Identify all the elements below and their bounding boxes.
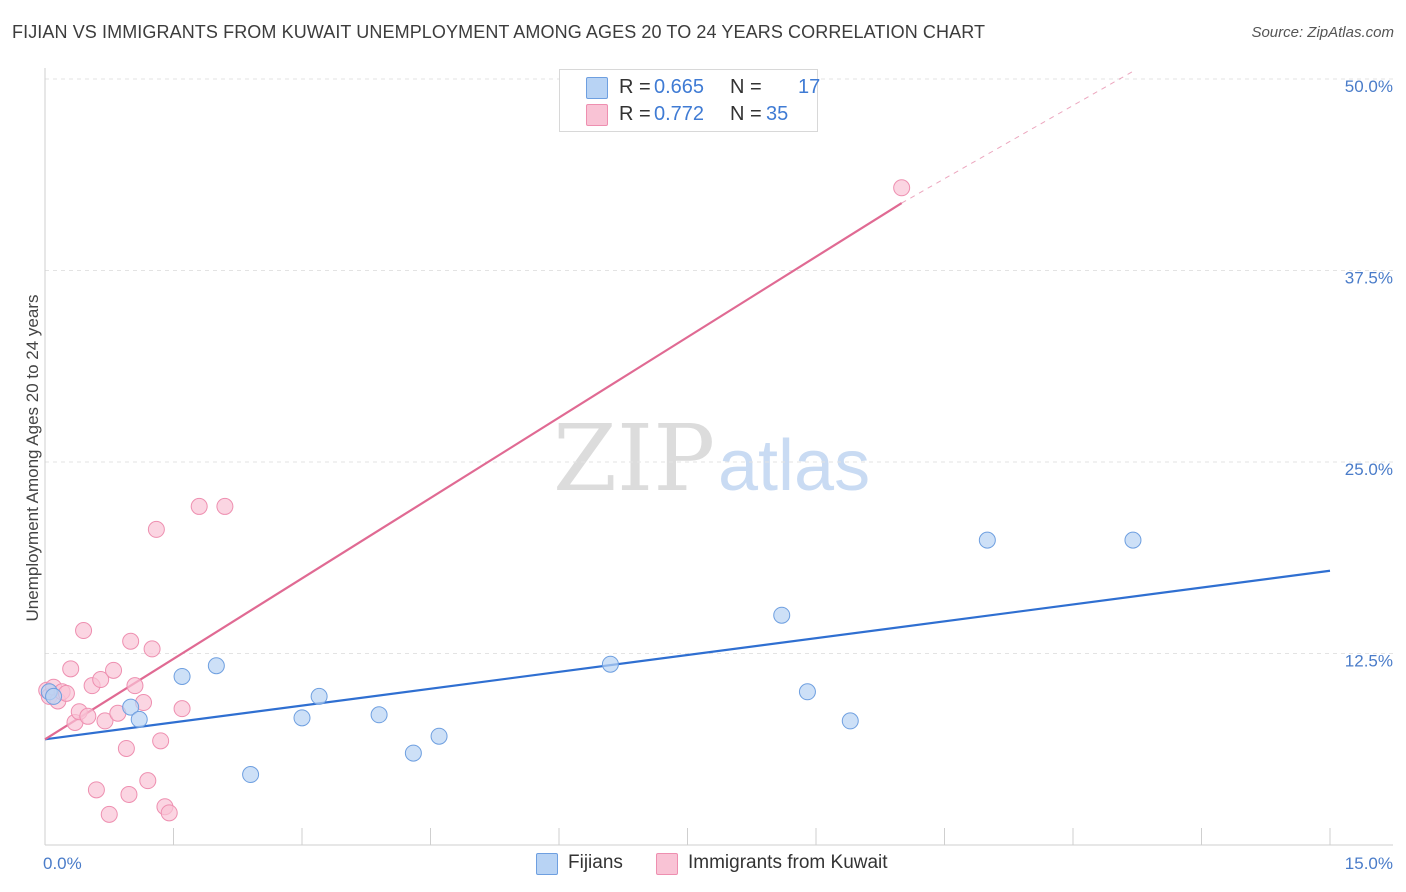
kuwait-point <box>126 677 144 695</box>
kuwait-point <box>79 707 97 725</box>
fijian-point <box>293 709 311 727</box>
kuwait-trend-extension <box>901 70 1134 204</box>
y-tick-label: 12.5% <box>1345 652 1393 671</box>
watermark-atlas: atlas <box>718 426 870 506</box>
fijian-point <box>173 667 191 685</box>
kuwait-point <box>75 622 93 640</box>
bottom-legend-swatch-kuwait <box>656 853 678 875</box>
fijian-point <box>841 712 859 730</box>
axes <box>44 68 1393 846</box>
fijian-point <box>242 766 260 784</box>
kuwait-point <box>143 640 161 658</box>
kuwait-point <box>120 785 138 803</box>
axis-labels: 12.5% 25.0% 37.5% 50.0% 0.0% 15.0% Unemploymen… <box>23 77 1393 873</box>
fijian-point <box>370 706 388 724</box>
kuwait-point <box>160 804 178 822</box>
fijian-point <box>773 606 791 624</box>
fijian-point <box>130 710 148 728</box>
grid <box>45 78 1393 654</box>
fijian-trend-line <box>44 569 1331 741</box>
legend: R = 0.665 N = 17 R = 0.772 N = 35 <box>559 69 821 132</box>
data-points <box>38 179 1142 823</box>
kuwait-point <box>173 700 191 718</box>
kuwait-point <box>117 739 135 757</box>
bottom-legend-label-kuwait: Immigrants from Kuwait <box>688 852 888 873</box>
bottom-legend-label-fijians: Fijians <box>568 852 623 873</box>
watermark: ZIP atlas <box>553 405 870 512</box>
kuwait-point <box>100 805 118 823</box>
y-tick-label: 25.0% <box>1345 460 1393 479</box>
fijian-point <box>310 687 328 705</box>
kuwait-point <box>216 497 234 515</box>
fijian-point <box>430 727 448 745</box>
kuwait-point <box>152 732 170 750</box>
fijian-point <box>798 683 816 701</box>
x-tick-label: 0.0% <box>43 854 82 873</box>
kuwait-point <box>139 772 157 790</box>
kuwait-point <box>96 712 114 730</box>
legend-r-value: 0.772 <box>654 103 705 125</box>
kuwait-point <box>105 661 123 679</box>
bottom-legend-swatch-fijians <box>536 853 558 875</box>
kuwait-point <box>147 520 165 538</box>
kuwait-point <box>92 671 110 689</box>
fijian-point <box>122 698 140 716</box>
kuwait-point <box>87 781 105 799</box>
legend-r-label: R = <box>619 103 651 125</box>
y-tick-label: 37.5% <box>1345 269 1393 288</box>
legend-n-label: N = <box>730 103 762 125</box>
fijian-point <box>1124 531 1142 549</box>
fijian-point <box>601 655 619 673</box>
source-label: Source: ZipAtlas.com <box>1251 24 1394 41</box>
kuwait-point <box>190 497 208 515</box>
y-tick-label: 50.0% <box>1345 77 1393 96</box>
kuwait-point <box>122 632 140 650</box>
x-tick-label: 15.0% <box>1345 854 1393 873</box>
legend-r-value: 0.665 <box>654 76 705 98</box>
legend-n-label: N = <box>730 76 762 98</box>
y-axis-title: Unemployment Among Ages 20 to 24 years <box>23 295 42 622</box>
legend-swatch-fijians <box>586 77 608 99</box>
legend-r-label: R = <box>619 76 651 98</box>
legend-n-value: 35 <box>766 103 789 125</box>
fijian-point <box>978 531 996 549</box>
fijian-point <box>45 687 63 705</box>
kuwait-point <box>893 179 911 197</box>
fijian-point <box>404 744 422 762</box>
trend-lines <box>44 70 1331 741</box>
fijian-point <box>207 657 225 675</box>
chart-title: FIJIAN VS IMMIGRANTS FROM KUWAIT UNEMPLO… <box>12 22 986 42</box>
legend-n-value: 17 <box>798 76 821 98</box>
legend-swatch-kuwait <box>586 104 608 126</box>
kuwait-point <box>62 660 80 678</box>
kuwait-trend-line <box>44 202 903 741</box>
watermark-zip: ZIP <box>553 405 715 512</box>
